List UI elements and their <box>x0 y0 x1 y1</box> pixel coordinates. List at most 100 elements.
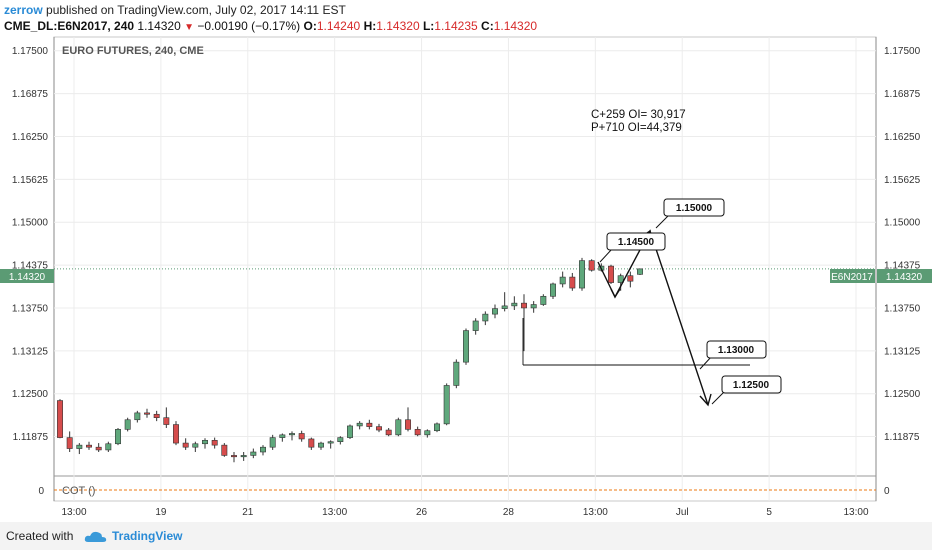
y-tick-label-right: 1.16875 <box>884 89 921 100</box>
callout-1-text: 1.15000 <box>676 203 713 214</box>
y-axis: 1.17500 1.17500 1.16875 1.16875 1.16250 1.162… <box>12 46 921 443</box>
candle-body <box>192 443 199 448</box>
author-username[interactable]: zerrow <box>4 3 43 17</box>
candle-body <box>579 260 585 289</box>
candle-body <box>424 430 431 436</box>
candle-body <box>443 385 450 425</box>
candle-body <box>385 429 392 436</box>
close-label: C: <box>481 19 494 33</box>
y-tick-label-right: 1.15000 <box>884 218 921 229</box>
brand-link[interactable]: TradingView <box>112 529 183 543</box>
last-price: 1.14320 <box>137 19 181 33</box>
candle-body <box>521 302 527 309</box>
candle-body <box>124 419 131 430</box>
candle-body <box>482 313 489 322</box>
projection-path <box>597 229 709 406</box>
y-tick-label-right: 1.11875 <box>884 432 920 443</box>
x-tick-label: 5 <box>766 507 772 518</box>
arrowhead-down-2 <box>699 393 712 407</box>
callout-3[interactable]: 1.13000 <box>699 340 767 370</box>
candle-body <box>472 320 479 331</box>
last-price-tag-right <box>877 269 932 283</box>
cloud-icon[interactable] <box>84 530 108 544</box>
high-label: H: <box>363 19 377 33</box>
candle-body <box>182 442 189 448</box>
x-axis: 13:00 19 21 13:00 26 28 13:00 Jul 5 13:00 <box>61 507 868 518</box>
y-tick-label-right: 1.14375 <box>884 261 921 272</box>
callout-4-box <box>721 375 782 394</box>
candle-body <box>637 268 643 275</box>
candle-body <box>95 446 102 451</box>
chart-title: EURO FUTURES, 240, CME <box>62 45 204 57</box>
x-tick-label: 19 <box>155 507 167 518</box>
low-label: L: <box>422 19 435 33</box>
candle-body <box>269 437 276 448</box>
candle-body <box>57 400 63 438</box>
y-tick-label-right: 1.17500 <box>884 46 921 57</box>
candle-body <box>540 295 547 305</box>
symbol-quote-line: CME_DL:E6N2017, 240 1.14320 ▼ −0.00190 (… <box>4 18 537 36</box>
callout-4[interactable]: 1.12500 <box>711 375 782 405</box>
callout-2[interactable]: 1.14500 <box>599 232 666 263</box>
candle-body <box>298 433 305 440</box>
y-tick-label-left: 1.13125 <box>12 346 49 357</box>
candle-body <box>163 417 170 425</box>
x-tick-label: 21 <box>242 507 254 518</box>
cot-right-value: 0 <box>884 486 890 497</box>
x-tick-label: 13:00 <box>843 507 868 518</box>
created-with-label: Created with <box>6 529 74 543</box>
candle-body <box>453 361 460 386</box>
candle-body <box>86 444 92 448</box>
oi-line-2: P+710 OI=44,379 <box>591 122 682 134</box>
candle-body <box>327 441 334 444</box>
candle-body <box>153 413 160 418</box>
y-tick-label-right: 1.16250 <box>884 132 921 143</box>
last-price-tag-left-text: 1.14320 <box>9 272 46 283</box>
callout-3-text: 1.13000 <box>718 345 755 356</box>
candle-body <box>250 451 257 456</box>
cot-label: COT () <box>62 485 95 497</box>
candle-body <box>289 433 295 436</box>
callout-1[interactable]: 1.15000 <box>655 198 725 229</box>
candle-body <box>559 276 566 285</box>
x-tick-label: 13:00 <box>322 507 347 518</box>
footer-bar: Created with TradingView <box>0 522 932 550</box>
candle-body <box>608 265 614 283</box>
candle-body <box>501 305 508 309</box>
y-tick-label-left: 1.16875 <box>12 89 49 100</box>
candle-body <box>221 444 228 456</box>
low-value: 1.14235 <box>434 19 478 33</box>
price-chart[interactable]: 1.17500 1.17500 1.16875 1.16875 1.16250 1.162… <box>0 0 932 522</box>
symbol-badge-text: E6N2017 <box>831 272 873 283</box>
candle-body <box>134 412 141 421</box>
candle-body <box>569 276 576 289</box>
candle-body <box>337 437 344 443</box>
callout-3-box <box>706 340 767 359</box>
candle-body <box>463 330 469 363</box>
open-label: O: <box>303 19 317 33</box>
candle-body <box>231 455 237 458</box>
candle-body <box>308 438 315 448</box>
candle-body <box>395 419 402 436</box>
x-tick-label: 13:00 <box>61 507 86 518</box>
y-tick-label-left: 1.12500 <box>12 389 49 400</box>
publish-info: published on TradingView.com, July 02, 2… <box>46 3 346 17</box>
last-price-tag-right-text: 1.14320 <box>886 272 923 283</box>
candle-body <box>105 443 112 451</box>
symbol-label: CME_DL:E6N2017, 240 <box>4 19 135 33</box>
y-tick-label-left: 1.15625 <box>12 175 49 186</box>
candle-body <box>405 419 411 430</box>
high-value: 1.14320 <box>376 19 420 33</box>
candle-body <box>414 429 421 436</box>
down-triangle-icon: ▼ <box>184 22 195 33</box>
candle-body <box>588 260 595 271</box>
candle-body <box>347 425 353 438</box>
callout-4-text: 1.12500 <box>733 380 770 391</box>
y-tick-label-left: 1.17500 <box>12 46 49 57</box>
y-tick-label-left: 1.14375 <box>12 261 49 272</box>
y-tick-label-left: 1.16250 <box>12 132 49 143</box>
candle-body <box>511 302 518 307</box>
candle-body <box>66 437 73 449</box>
drawings <box>522 229 750 407</box>
candle-body <box>240 455 247 458</box>
